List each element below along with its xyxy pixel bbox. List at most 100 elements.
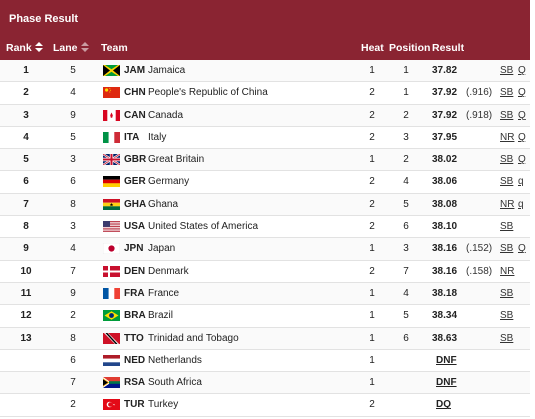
table-row: 7 8 GHA Ghana 2 5 38.08 NR q	[0, 193, 530, 217]
position-cell: 4	[403, 287, 409, 299]
ita-flag-icon	[103, 131, 120, 143]
result-time: 38.16	[432, 265, 458, 277]
rsa-flag-icon	[103, 377, 120, 389]
heat-cell: 2	[369, 399, 375, 411]
tiebreak-time: (.158)	[466, 265, 493, 277]
jpn-flag-icon	[103, 243, 120, 255]
usa-flag-icon	[103, 221, 120, 233]
country-name: South Africa	[148, 377, 202, 389]
country-name: Denmark	[148, 265, 189, 277]
record-badge: NR	[500, 198, 515, 210]
table-row: 5 3 GBR Great Britain 1 2 38.02 SB Q	[0, 149, 530, 172]
result-header: Result	[432, 42, 465, 54]
qualification-badge: Q	[518, 87, 526, 99]
result-time: 38.08	[432, 198, 458, 210]
record-badge: SB	[500, 332, 514, 344]
country-code: CAN	[124, 109, 146, 121]
lane-cell: 6	[70, 176, 76, 188]
heat-cell: 1	[369, 377, 375, 389]
qualification-badge: q	[518, 198, 524, 210]
country-name: Great Britain	[148, 154, 205, 166]
table-row: 12 2 BRA Brazil 1 5 38.34 SB	[0, 305, 530, 328]
position-header: Position	[389, 42, 431, 54]
rank-cell: 6	[23, 176, 29, 188]
bra-flag-icon	[103, 310, 120, 322]
gbr-flag-icon	[103, 154, 120, 166]
position-cell: 2	[403, 109, 409, 121]
record-badge: SB	[500, 287, 514, 299]
table-row: 7 RSA South Africa 1 DNF	[0, 372, 530, 395]
result-status: DQ	[436, 399, 451, 411]
lane-cell: 2	[70, 399, 76, 411]
position-cell: 5	[403, 310, 409, 322]
table-row: 6 NED Netherlands 1 DNF	[0, 350, 530, 373]
qualification-badge: Q	[518, 109, 526, 121]
lane-cell: 6	[70, 354, 76, 366]
team-header: Team	[101, 42, 128, 54]
panel-title-bar: Phase Result	[0, 0, 530, 36]
heat-cell: 2	[369, 87, 375, 99]
rank-cell: 12	[20, 310, 32, 322]
heat-cell: 2	[369, 131, 375, 143]
record-badge: SB	[500, 176, 514, 188]
rank-cell: 1	[23, 65, 29, 76]
rank-cell: 4	[23, 131, 29, 143]
position-cell: 2	[403, 154, 409, 166]
result-time: 38.18	[432, 287, 458, 299]
table-row: 11 9 FRA France 1 4 38.18 SB	[0, 282, 530, 306]
heat-cell: 2	[369, 198, 375, 210]
den-flag-icon	[103, 265, 120, 277]
result-time: 37.92	[432, 87, 458, 99]
country-name: France	[148, 287, 180, 299]
record-badge: SB	[500, 65, 514, 76]
jam-flag-icon	[103, 65, 120, 76]
result-status: DNF	[436, 377, 457, 389]
position-cell: 1	[403, 87, 409, 99]
table-row: 9 4 JPN Japan 1 3 38.16 (.152) SB Q	[0, 238, 530, 261]
table-header: Rank Lane Team Heat Position Result	[0, 36, 530, 60]
lane-cell: 5	[70, 131, 76, 143]
country-code: FRA	[124, 287, 145, 299]
table-row: 3 9 CAN Canada 2 2 37.92 (.918) SB Q	[0, 104, 530, 127]
country-code: GHA	[124, 198, 147, 210]
position-cell: 4	[403, 176, 409, 188]
lane-cell: 8	[70, 332, 76, 344]
position-cell: 7	[403, 265, 409, 277]
chn-flag-icon	[103, 87, 120, 99]
country-code: GER	[124, 176, 146, 188]
sort-icon	[34, 42, 43, 52]
heat-cell: 2	[369, 176, 375, 188]
lane-header[interactable]: Lane	[53, 42, 89, 54]
result-time: 38.10	[432, 221, 458, 233]
tto-flag-icon	[103, 332, 120, 344]
table-row: 2 4 CHN People's Republic of China 2 1 37.92 (.…	[0, 82, 530, 105]
lane-cell: 7	[70, 377, 76, 389]
results-table: 1 5 JAM Jamaica 1 1 37.82 SB Q 2 4 CHN People's Repu…	[0, 60, 530, 417]
country-name: Ghana	[148, 198, 179, 210]
record-badge: SB	[500, 310, 514, 322]
record-badge: SB	[500, 154, 514, 166]
position-cell: 5	[403, 198, 409, 210]
lane-cell: 9	[70, 287, 76, 299]
country-code: RSA	[124, 377, 146, 389]
heat-cell: 2	[369, 109, 375, 121]
position-cell: 3	[403, 131, 409, 143]
position-cell: 6	[403, 332, 409, 344]
rank-header[interactable]: Rank	[6, 42, 43, 54]
heat-cell: 1	[369, 243, 375, 255]
country-code: GBR	[124, 154, 147, 166]
qualification-badge: Q	[518, 131, 526, 143]
country-name: Netherlands	[148, 354, 202, 366]
lane-cell: 4	[70, 243, 76, 255]
position-cell: 6	[403, 221, 409, 233]
country-code: TUR	[124, 399, 145, 411]
ned-flag-icon	[103, 354, 120, 366]
result-time: 37.95	[432, 131, 458, 143]
tiebreak-time: (.916)	[466, 87, 493, 99]
can-flag-icon	[103, 109, 120, 121]
heat-cell: 2	[369, 265, 375, 277]
country-name: Brazil	[148, 310, 174, 322]
gha-flag-icon	[103, 198, 120, 210]
lane-cell: 3	[70, 221, 76, 233]
